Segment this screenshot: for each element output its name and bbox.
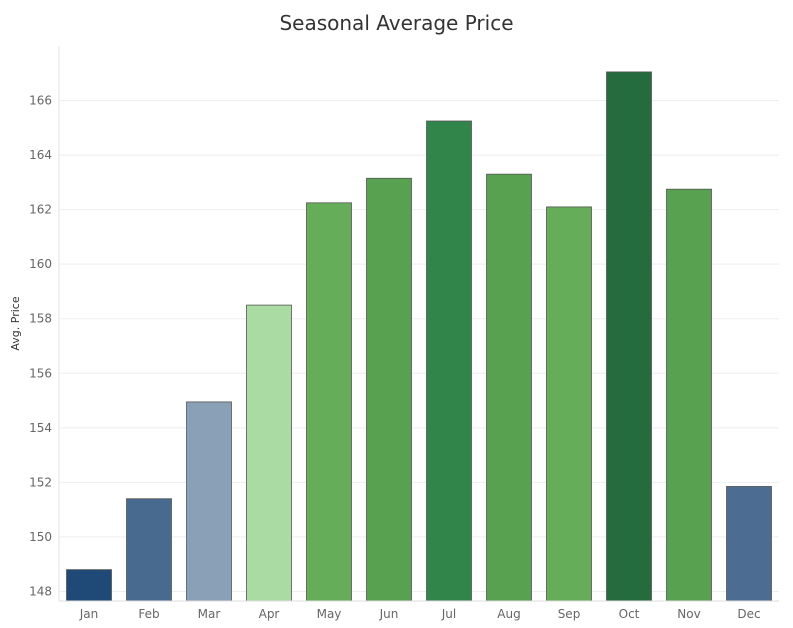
- bar-feb: [126, 498, 172, 602]
- x-tick-label: Mar: [198, 607, 221, 621]
- y-axis-label: Avg. Price: [9, 296, 22, 350]
- bar-jan: [66, 569, 112, 602]
- y-tick-label: 150: [29, 530, 52, 544]
- x-tick-label: Nov: [677, 607, 700, 621]
- x-tick-label: Feb: [138, 607, 159, 621]
- y-tick-label: 158: [29, 312, 52, 326]
- bar-apr: [246, 304, 292, 602]
- x-tick-label: Aug: [497, 607, 520, 621]
- x-tick-label: Oct: [619, 607, 640, 621]
- x-tick-label: Jun: [379, 607, 399, 621]
- x-tick-label: Dec: [737, 607, 760, 621]
- y-tick-label: 160: [29, 257, 52, 271]
- y-tick-label: 148: [29, 584, 52, 598]
- y-tick-label: 164: [29, 148, 52, 162]
- bars: [66, 71, 772, 602]
- y-axis-ticks: 148 150 152 154 156 158 160 162 164 166: [29, 94, 52, 599]
- y-tick-label: 166: [29, 94, 52, 108]
- y-tick-label: 156: [29, 366, 52, 380]
- bar-oct: [606, 71, 652, 602]
- bar-nov: [666, 188, 712, 602]
- y-tick-label: 162: [29, 203, 52, 217]
- bar-jul: [426, 120, 472, 602]
- bar-mar: [186, 401, 232, 602]
- chart-title: Seasonal Average Price: [279, 11, 514, 35]
- x-axis-ticks: Jan Feb Mar Apr May Jun Jul Aug Sep Oct Nov Dec: [79, 607, 761, 621]
- x-tick-label: Sep: [558, 607, 581, 621]
- y-tick-label: 154: [29, 421, 52, 435]
- bar-jun: [366, 177, 412, 602]
- bar-aug: [486, 173, 532, 602]
- x-tick-label: Apr: [259, 607, 280, 621]
- y-tick-label: 152: [29, 475, 52, 489]
- x-tick-label: May: [317, 607, 342, 621]
- bar-dec: [726, 486, 772, 602]
- x-tick-label: Jul: [441, 607, 456, 621]
- gridlines: [59, 100, 779, 592]
- x-tick-label: Jan: [79, 607, 99, 621]
- bar-sep: [546, 206, 592, 602]
- bar-may: [306, 202, 352, 602]
